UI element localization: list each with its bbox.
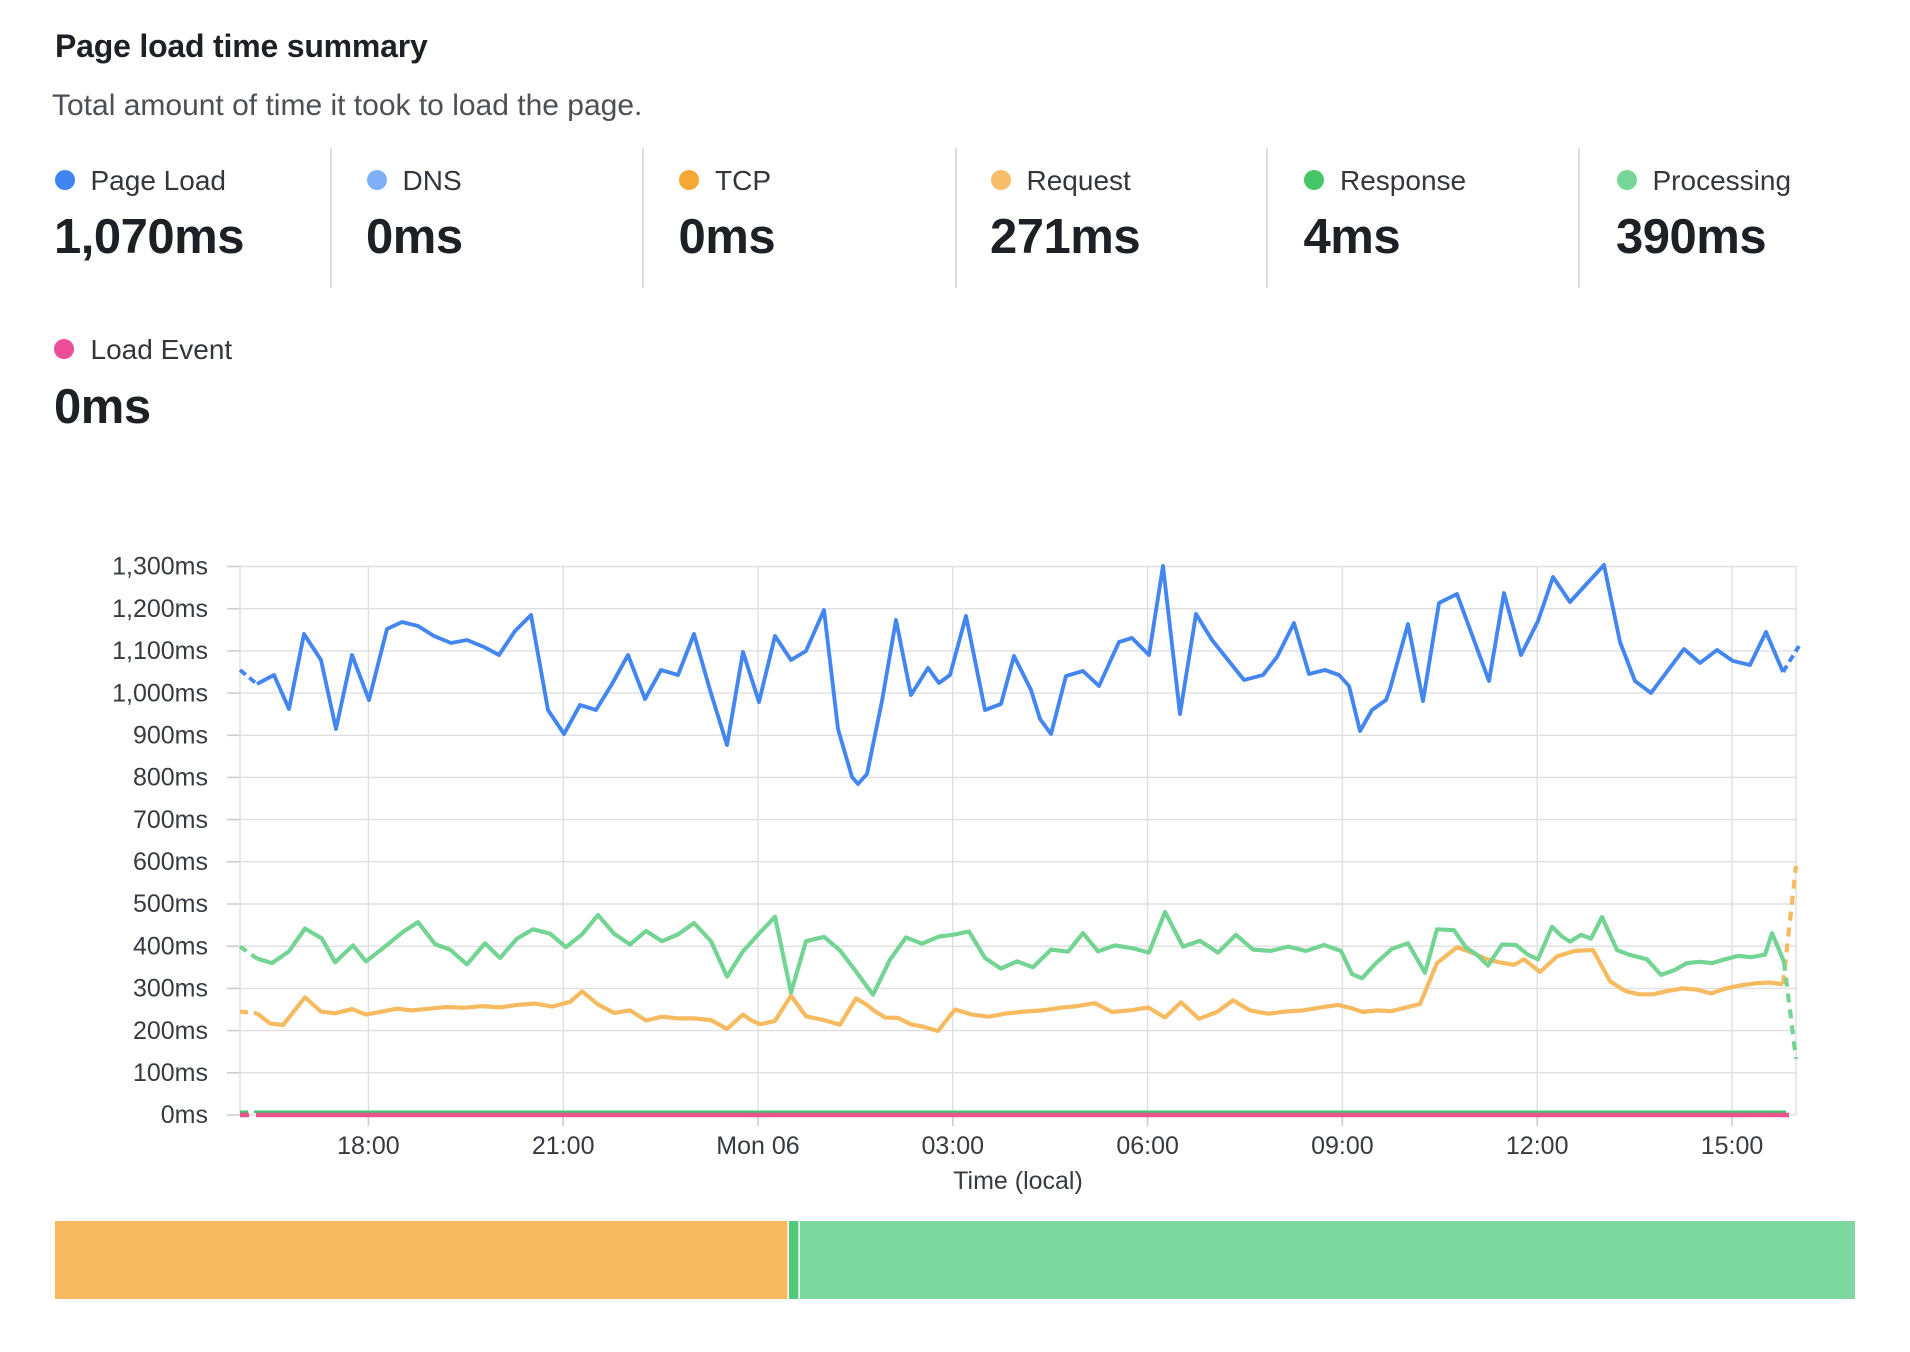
svg-text:18:00: 18:00: [337, 1132, 400, 1160]
svg-text:100ms: 100ms: [133, 1059, 208, 1087]
svg-text:21:00: 21:00: [532, 1132, 595, 1160]
svg-text:0ms: 0ms: [161, 1101, 208, 1129]
svg-text:600ms: 600ms: [133, 848, 208, 876]
svg-text:400ms: 400ms: [133, 932, 208, 960]
svg-text:900ms: 900ms: [133, 722, 208, 750]
svg-text:1,000ms: 1,000ms: [112, 679, 208, 707]
svg-text:300ms: 300ms: [133, 975, 208, 1003]
svg-text:Time (local): Time (local): [953, 1167, 1083, 1195]
svg-text:800ms: 800ms: [133, 764, 208, 792]
svg-text:1,100ms: 1,100ms: [112, 637, 208, 665]
svg-text:12:00: 12:00: [1506, 1132, 1569, 1160]
svg-text:09:00: 09:00: [1311, 1132, 1374, 1160]
svg-text:1,200ms: 1,200ms: [112, 595, 208, 623]
svg-text:500ms: 500ms: [133, 890, 208, 918]
svg-text:06:00: 06:00: [1116, 1132, 1179, 1160]
svg-text:700ms: 700ms: [133, 806, 208, 834]
svg-text:1,300ms: 1,300ms: [112, 553, 208, 581]
svg-text:200ms: 200ms: [133, 1017, 208, 1045]
svg-text:03:00: 03:00: [922, 1132, 985, 1160]
svg-text:15:00: 15:00: [1701, 1132, 1764, 1160]
svg-text:Mon 06: Mon 06: [716, 1132, 799, 1160]
